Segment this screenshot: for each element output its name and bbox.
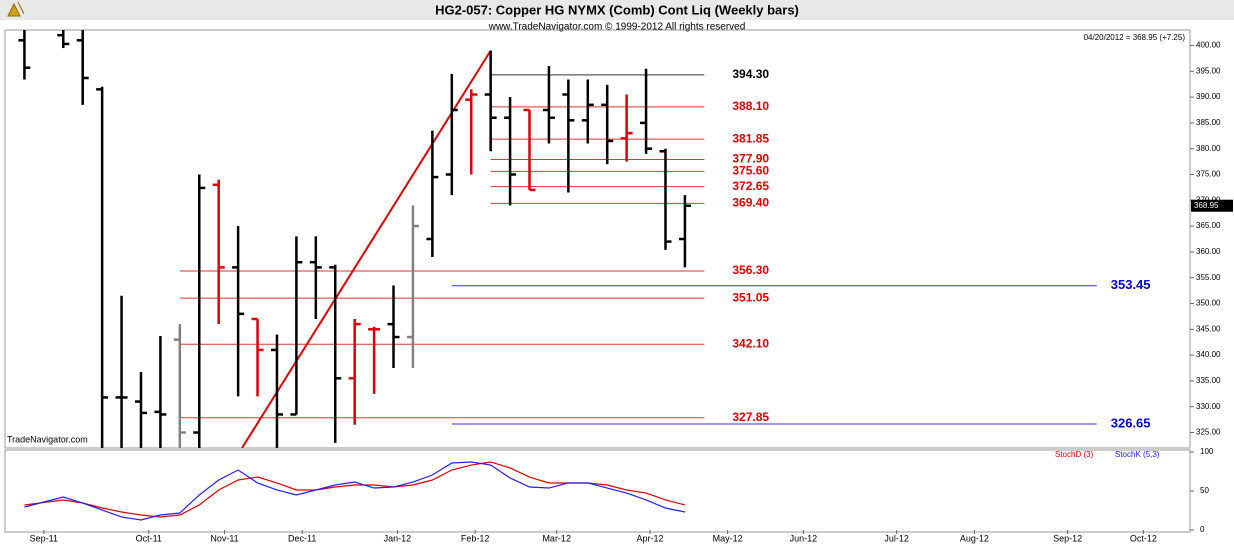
y-tick-label: 0 <box>1200 525 1205 534</box>
main-panel <box>4 29 1191 449</box>
last-price-box <box>1191 199 1233 212</box>
y-tick-label: 400.00 <box>1196 41 1221 50</box>
main-plot <box>18 30 1097 448</box>
stoch-panel <box>4 449 1191 533</box>
level-label: 369.40 <box>732 196 769 210</box>
level-label: 353.45 <box>1111 277 1151 292</box>
x-tick-label: Jul-12 <box>884 533 909 543</box>
y-tick-label: 50 <box>1200 486 1209 495</box>
y-tick-label: 100 <box>1200 447 1214 456</box>
level-label: 372.65 <box>732 179 769 193</box>
x-tick-label: Jun-12 <box>790 533 818 543</box>
chart-subtitle: www.TradeNavigator.com © 1999-2012 All r… <box>488 22 746 33</box>
y-tick-label: 345.00 <box>1196 324 1221 333</box>
level-label: 388.10 <box>732 99 769 113</box>
level-label: 351.05 <box>732 290 769 304</box>
x-tick-label: Aug-12 <box>960 533 989 543</box>
level-label: 342.10 <box>732 336 769 350</box>
x-tick-label: May-12 <box>713 533 743 543</box>
level-label: 375.60 <box>732 164 769 178</box>
y-tick-label: 375.00 <box>1196 170 1221 179</box>
level-label: 381.85 <box>732 131 769 145</box>
last-price-label: 368.95 <box>1194 201 1219 210</box>
y-tick-label: 340.00 <box>1196 350 1221 359</box>
x-tick-label: Oct-11 <box>136 533 162 543</box>
x-tick-label: Sep-12 <box>1053 533 1082 543</box>
title-bar <box>0 0 1234 20</box>
level-label: 356.30 <box>732 263 769 277</box>
x-tick-label: Mar-12 <box>542 533 571 543</box>
level-label: 327.85 <box>732 410 769 424</box>
trendline <box>241 50 492 448</box>
y-tick-label: 330.00 <box>1196 402 1221 411</box>
y-tick-label: 385.00 <box>1196 118 1221 127</box>
x-tick-label: Dec-11 <box>288 533 316 543</box>
y-tick-label: 380.00 <box>1196 144 1221 153</box>
stoch-line <box>24 461 686 521</box>
x-tick-label: Apr-12 <box>636 533 663 543</box>
x-tick-label: Sep-11 <box>30 533 58 543</box>
level-label: 326.65 <box>1111 415 1151 430</box>
y-tick-label: 325.00 <box>1196 428 1221 437</box>
legend-entry: StochD (3) <box>1055 450 1094 459</box>
level-label: 377.90 <box>732 152 769 166</box>
logo <box>7 1 25 17</box>
watermark: TradeNavigator.com <box>7 434 88 444</box>
y-tick-label: 350.00 <box>1196 299 1221 308</box>
stoch-line <box>24 461 686 518</box>
y-tick-label: 390.00 <box>1196 92 1221 101</box>
x-tick-label: Oct-12 <box>1130 533 1157 543</box>
y-tick-label: 395.00 <box>1196 66 1221 75</box>
x-tick-label: Nov-11 <box>210 533 238 543</box>
last-quote: 04/20/2012 = 368.95 (+7.25) <box>1084 33 1186 42</box>
chart-title: HG2-057: Copper HG NYMX (Comb) Cont Liq … <box>435 2 799 17</box>
level-label: 394.30 <box>732 67 769 81</box>
legend-entry: StochK (5,3) <box>1115 450 1160 459</box>
x-tick-label: Feb-12 <box>461 533 490 543</box>
y-tick-label: 365.00 <box>1196 221 1221 230</box>
x-tick-label: Jan-12 <box>384 533 412 543</box>
y-tick-label: 360.00 <box>1196 247 1221 256</box>
y-tick-label: 355.00 <box>1196 273 1221 282</box>
y-tick-label: 335.00 <box>1196 376 1221 385</box>
